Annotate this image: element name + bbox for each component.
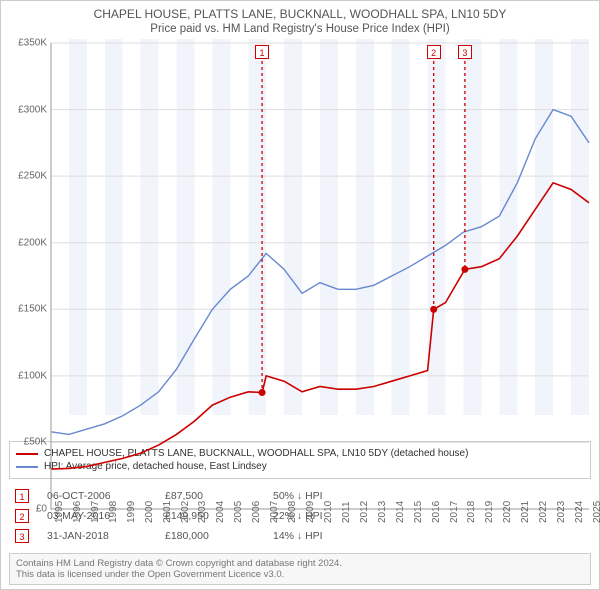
title-line-2: Price paid vs. HM Land Registry's House …: [5, 23, 595, 35]
event-delta: 14% ↓ HPI: [273, 530, 323, 542]
chart-svg: [7, 39, 593, 531]
y-axis-label: £200K: [7, 237, 47, 248]
event-row: 3 31-JAN-2018 £180,000 14% ↓ HPI: [15, 529, 585, 543]
y-axis-label: £150K: [7, 304, 47, 315]
series-hpi: [51, 110, 589, 435]
event-marker: 1: [255, 45, 269, 59]
y-axis-label: £0: [7, 504, 47, 515]
chart-titles: CHAPEL HOUSE, PLATTS LANE, BUCKNALL, WOO…: [1, 1, 599, 37]
y-axis-label: £100K: [7, 370, 47, 381]
event-marker: 3: [458, 45, 472, 59]
y-axis-label: £250K: [7, 171, 47, 182]
y-axis-label: £50K: [7, 437, 47, 448]
event-marker: 2: [427, 45, 441, 59]
event-number: 3: [15, 529, 29, 543]
license-box: Contains HM Land Registry data © Crown c…: [9, 553, 591, 585]
license-line-1: Contains HM Land Registry data © Crown c…: [16, 558, 584, 569]
title-line-1: CHAPEL HOUSE, PLATTS LANE, BUCKNALL, WOO…: [5, 7, 595, 21]
y-axis-label: £300K: [7, 104, 47, 115]
figure: CHAPEL HOUSE, PLATTS LANE, BUCKNALL, WOO…: [0, 0, 600, 590]
event-price: £180,000: [165, 530, 255, 542]
y-axis-label: £350K: [7, 38, 47, 49]
series-price-paid: [51, 183, 589, 469]
event-date: 31-JAN-2018: [47, 530, 147, 542]
chart-plot: £0£50K£100K£150K£200K£250K£300K£350K1995…: [7, 39, 593, 437]
license-line-2: This data is licensed under the Open Gov…: [16, 569, 584, 580]
